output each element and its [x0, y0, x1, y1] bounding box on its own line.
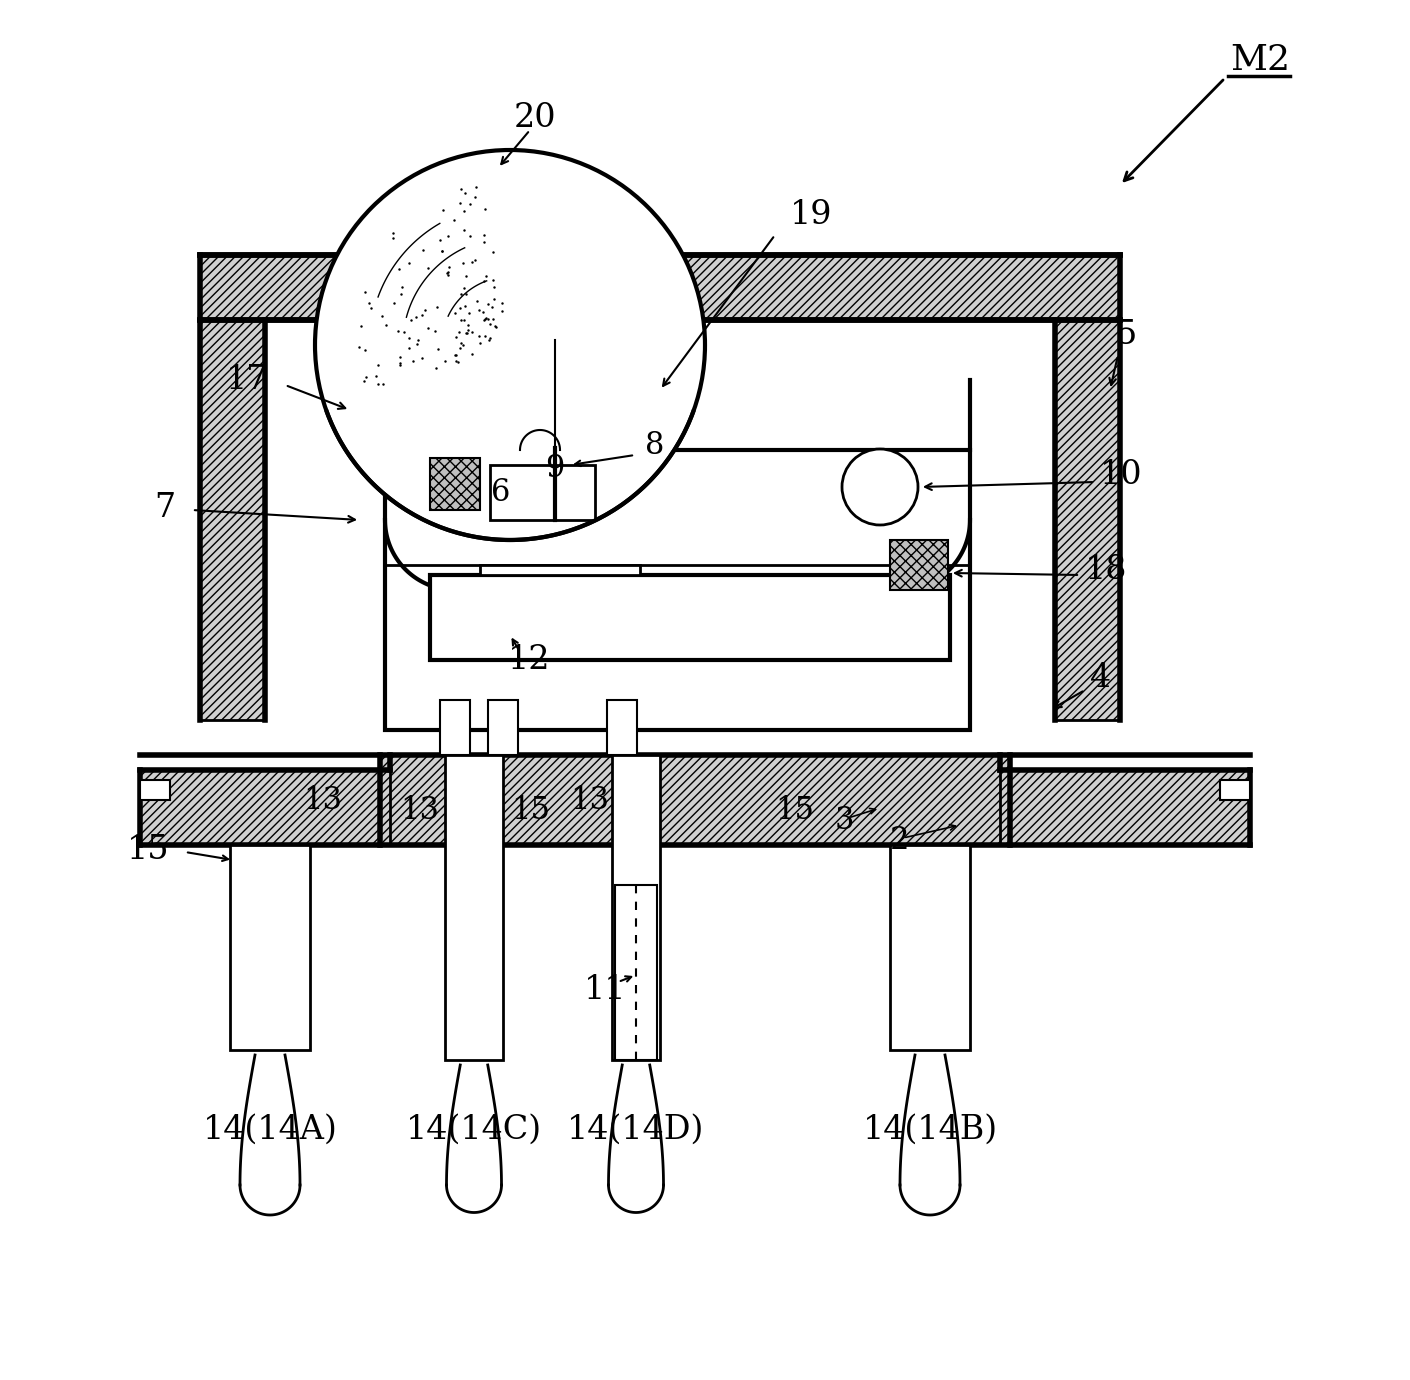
- Text: 2: 2: [890, 824, 909, 856]
- Bar: [615, 885, 657, 1060]
- Text: 15: 15: [510, 795, 550, 825]
- Text: 14(14B): 14(14B): [863, 1114, 997, 1145]
- Circle shape: [842, 448, 918, 524]
- Bar: [488, 700, 517, 755]
- Text: 15: 15: [776, 795, 814, 825]
- Text: M2: M2: [1230, 43, 1290, 77]
- Text: 19: 19: [790, 199, 832, 230]
- Text: 5: 5: [1115, 319, 1136, 351]
- Text: 20: 20: [513, 102, 557, 134]
- Bar: [385, 450, 970, 730]
- Text: 10: 10: [1100, 460, 1142, 491]
- Bar: [360, 255, 670, 320]
- Text: 7: 7: [154, 493, 175, 524]
- Bar: [265, 320, 1055, 720]
- Text: 6: 6: [491, 476, 510, 508]
- Bar: [606, 700, 637, 755]
- Text: 9: 9: [546, 453, 564, 483]
- Text: 13: 13: [570, 784, 609, 816]
- Text: 11: 11: [584, 974, 626, 1006]
- Text: 14(14D): 14(14D): [567, 1114, 705, 1145]
- Bar: [446, 755, 503, 1060]
- Bar: [1220, 780, 1251, 800]
- Text: 17: 17: [226, 364, 268, 396]
- Bar: [491, 465, 595, 520]
- Bar: [430, 458, 479, 511]
- Bar: [381, 755, 1010, 845]
- Text: 8: 8: [644, 429, 664, 461]
- Bar: [440, 700, 470, 755]
- Text: 12: 12: [508, 644, 550, 676]
- Text: 3: 3: [835, 805, 854, 835]
- Bar: [230, 845, 310, 1050]
- Text: 13: 13: [303, 784, 343, 816]
- Text: 14(14C): 14(14C): [406, 1114, 541, 1145]
- Text: 13: 13: [400, 795, 439, 825]
- Text: 14(14A): 14(14A): [203, 1114, 337, 1145]
- Bar: [890, 540, 948, 591]
- Bar: [430, 575, 950, 660]
- Bar: [1055, 320, 1120, 720]
- Circle shape: [314, 150, 705, 540]
- Bar: [612, 755, 660, 1060]
- Text: 18: 18: [1086, 553, 1128, 586]
- Bar: [479, 564, 640, 575]
- Bar: [200, 255, 1120, 320]
- Text: 15: 15: [127, 834, 171, 867]
- Bar: [140, 770, 391, 845]
- Text: 4: 4: [1090, 662, 1111, 694]
- Bar: [1000, 770, 1251, 845]
- Bar: [200, 320, 265, 720]
- Bar: [140, 780, 171, 800]
- Bar: [890, 845, 970, 1050]
